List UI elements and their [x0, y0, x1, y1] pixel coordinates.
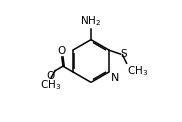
- Text: S: S: [121, 49, 127, 59]
- Text: O: O: [47, 71, 55, 81]
- Text: O: O: [58, 46, 66, 56]
- Text: N: N: [110, 73, 119, 83]
- Text: CH$_3$: CH$_3$: [127, 64, 148, 78]
- Text: NH$_2$: NH$_2$: [80, 14, 102, 28]
- Text: CH$_3$: CH$_3$: [40, 78, 61, 92]
